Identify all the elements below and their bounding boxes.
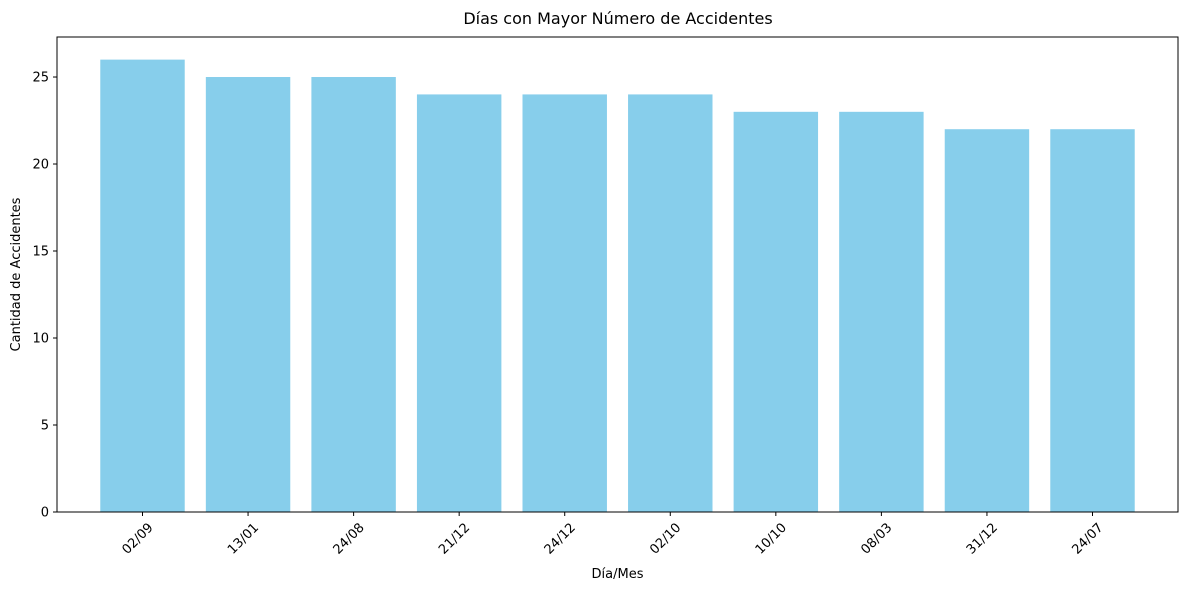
x-tick-label: 24/07: [1069, 520, 1106, 557]
bar-24-12: [522, 94, 607, 513]
plot-frame: [56, 36, 1179, 513]
x-tick-label: 10/10: [753, 520, 790, 557]
x-tick-label: 24/08: [331, 520, 368, 557]
x-tick-label: 02/09: [119, 520, 156, 557]
bar-24-08: [311, 77, 396, 513]
y-tick-label: 25: [32, 71, 49, 86]
x-tick-label: 21/12: [436, 520, 473, 557]
bars-group: [100, 59, 1135, 513]
y-axis: 0 5 10 15 20 25: [32, 71, 57, 521]
bar-13-01: [205, 77, 291, 513]
bar-02-10: [628, 94, 713, 513]
bar-24-07: [1050, 129, 1135, 512]
y-axis-title: Cantidad de Accidentes: [9, 197, 24, 351]
bar-02-09: [100, 59, 185, 512]
y-tick-label: 5: [41, 419, 49, 434]
x-axis: 02/09 13/01 24/08 21/12 24/12 02/10 10/10 08/03…: [119, 512, 1107, 558]
chart-title: Días con Mayor Número de Accidentes: [463, 9, 772, 28]
x-tick-label: 31/12: [964, 520, 1001, 557]
x-tick-label: 02/10: [647, 520, 684, 557]
x-tick-label: 08/03: [858, 520, 895, 557]
x-axis-title: Día/Mes: [592, 567, 644, 582]
y-tick-label: 10: [32, 332, 49, 347]
x-tick-label: 13/01: [225, 520, 262, 557]
y-tick-label: 20: [32, 158, 49, 173]
bar-08-03: [839, 111, 924, 513]
y-tick-label: 0: [41, 506, 49, 521]
bar-31-12: [944, 129, 1030, 512]
bar-21-12: [416, 94, 502, 513]
x-tick-label: 24/12: [542, 520, 579, 557]
bar-10-10: [733, 111, 819, 513]
y-tick-label: 15: [32, 245, 49, 260]
